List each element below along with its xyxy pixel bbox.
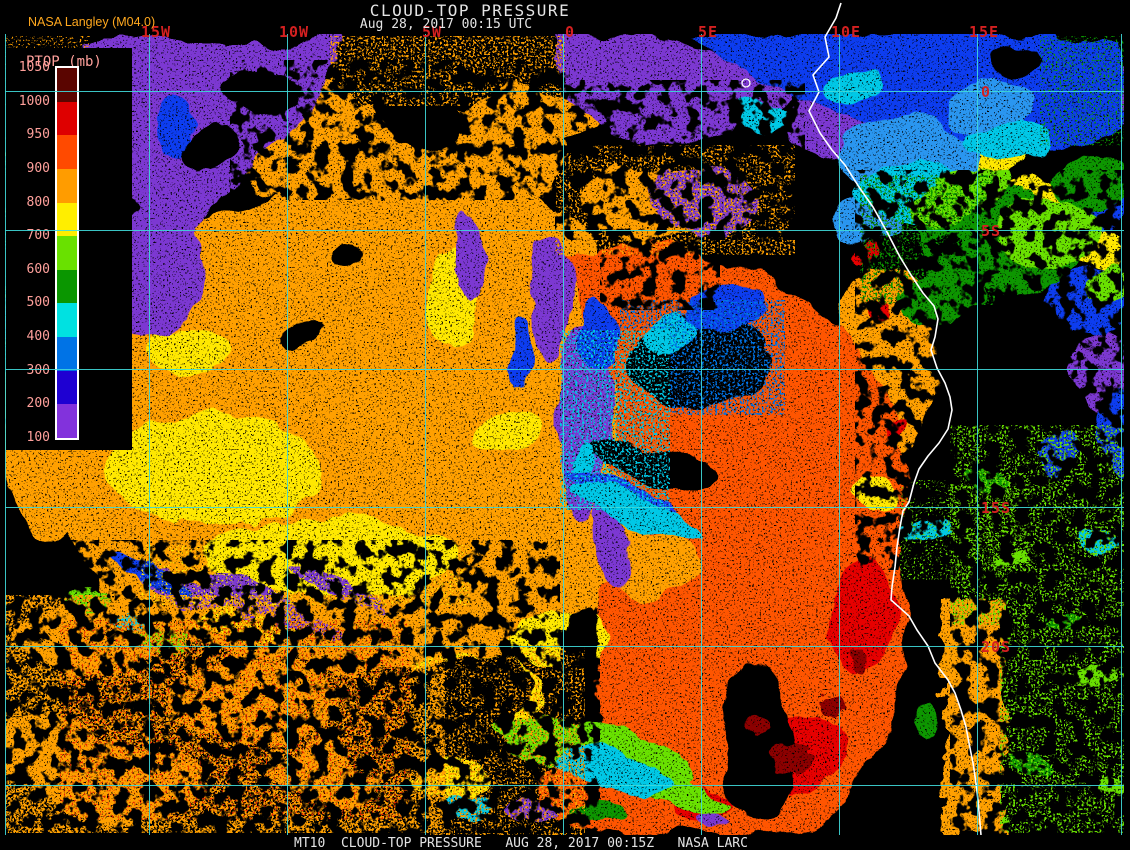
legend-tick-label: 1000 <box>18 93 50 109</box>
legend-title: PTOP (mb) <box>26 54 102 70</box>
legend-color-segment <box>57 202 77 237</box>
legend-tick-label: 100 <box>26 430 50 446</box>
legend-color-segment <box>57 168 77 203</box>
page-title: CLOUD-TOP PRESSURE <box>369 1 571 20</box>
legend-color-segment <box>57 404 77 438</box>
legend-color-segment <box>57 370 77 405</box>
legend-tick-label: 950 <box>26 127 50 143</box>
legend-tick-label: 700 <box>26 228 50 244</box>
status-text: MT10 CLOUD-TOP PRESSURE AUG 28, 2017 00:… <box>294 836 748 850</box>
legend-color-segment <box>57 236 77 270</box>
map-area <box>5 34 1124 835</box>
legend-tick-label: 200 <box>26 396 50 412</box>
status-bar: MT10 CLOUD-TOP PRESSURE AUG 28, 2017 00:… <box>0 835 1130 850</box>
legend-color-segment <box>57 68 77 102</box>
legend-color-segment <box>57 135 77 169</box>
island-outline <box>741 78 751 88</box>
legend-tick-label: 500 <box>26 295 50 311</box>
legend-tick-label: 900 <box>26 160 50 176</box>
legend-color-segment <box>57 269 77 304</box>
legend-color-segment <box>57 101 77 136</box>
legend-tick-label: 300 <box>26 362 50 378</box>
legend-color-segment <box>57 337 77 371</box>
legend-tick-label: 1050 <box>18 60 50 75</box>
pressure-legend: PTOP (mb) 1050 1000 950 900 800 700 600 500 400 3… <box>6 48 132 450</box>
legend-colorbar <box>55 66 79 440</box>
legend-tick-label: 800 <box>26 194 50 210</box>
legend-color-segment <box>57 303 77 337</box>
coastline <box>808 2 982 836</box>
pixel-grain <box>5 34 1124 835</box>
timestamp: Aug 28, 2017 00:15 UTC <box>359 17 533 32</box>
legend-tick-label: 600 <box>26 261 50 277</box>
legend-tick-label: 400 <box>26 329 50 345</box>
source-watermark: NASA Langley (M04.0) <box>28 15 156 29</box>
